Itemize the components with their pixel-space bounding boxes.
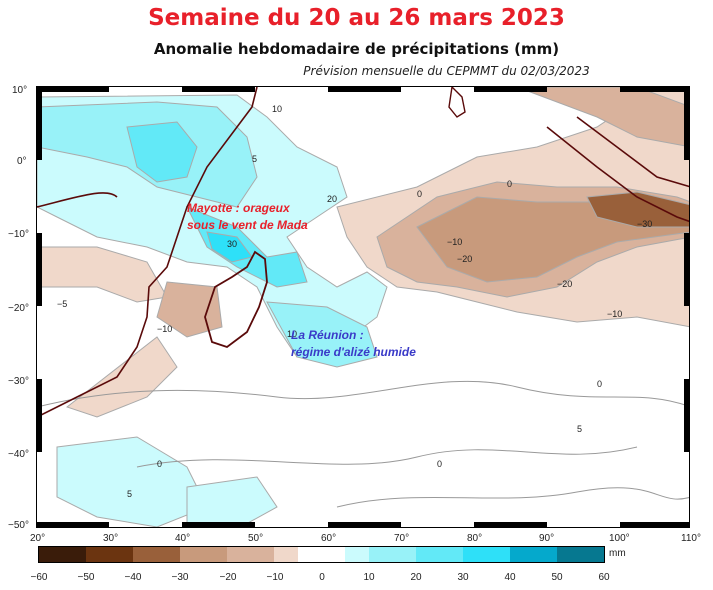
colorbar-swatch bbox=[509, 547, 557, 562]
lat-label-m40: −40° bbox=[8, 449, 29, 460]
colorbar-label: −10 bbox=[266, 572, 284, 583]
reunion-line-2: régime d'alizé humide bbox=[291, 345, 416, 359]
frame-segment bbox=[37, 233, 42, 306]
colorbar-swatch bbox=[180, 547, 228, 562]
svg-text:−30: −30 bbox=[637, 219, 652, 229]
colorbar-label: −60 bbox=[30, 572, 48, 583]
svg-text:−10: −10 bbox=[447, 237, 462, 247]
svg-text:10: 10 bbox=[272, 104, 282, 114]
chart-subtitle: Anomalie hebdomadaire de précipitations … bbox=[153, 40, 560, 58]
frame-segment bbox=[37, 87, 42, 160]
frame-segment bbox=[182, 522, 255, 527]
svg-text:0: 0 bbox=[437, 459, 442, 469]
colorbar-swatch bbox=[368, 547, 416, 562]
colorbar-label: −20 bbox=[219, 572, 237, 583]
lon-label-50: 50° bbox=[248, 533, 264, 544]
colorbar-swatch bbox=[415, 547, 463, 562]
lon-label-80: 80° bbox=[467, 533, 483, 544]
svg-text:20: 20 bbox=[327, 194, 337, 204]
lat-label-m50: −50° bbox=[8, 520, 29, 531]
svg-text:0: 0 bbox=[157, 459, 162, 469]
frame-segment bbox=[684, 379, 689, 452]
svg-text:5: 5 bbox=[127, 489, 132, 499]
svg-text:30: 30 bbox=[227, 239, 237, 249]
colorbar-swatch bbox=[274, 547, 298, 562]
lat-label-m10: −10° bbox=[8, 229, 29, 240]
lat-label-0: 0° bbox=[17, 156, 27, 167]
lon-label-90: 90° bbox=[539, 533, 555, 544]
svg-text:−20: −20 bbox=[457, 254, 472, 264]
lon-label-100: 100° bbox=[609, 533, 630, 544]
frame-segment bbox=[328, 87, 401, 92]
frame-segment bbox=[620, 522, 689, 527]
lat-label-10: 10° bbox=[12, 85, 28, 96]
svg-text:−20: −20 bbox=[557, 279, 572, 289]
svg-text:0: 0 bbox=[417, 189, 422, 199]
lon-label-110: 110° bbox=[681, 533, 701, 544]
lon-label-30: 30° bbox=[103, 533, 119, 544]
colorbar-swatch bbox=[556, 547, 604, 562]
lat-label-m30: −30° bbox=[8, 376, 29, 387]
colorbar-swatch bbox=[133, 547, 181, 562]
frame-segment bbox=[328, 522, 401, 527]
reunion-annotation: La Réunion : régime d'alizé humide bbox=[291, 327, 416, 361]
colorbar-swatch bbox=[227, 547, 275, 562]
mayotte-annotation: Mayotte : orageux sous le vent de Mada bbox=[187, 200, 308, 234]
frame-segment bbox=[684, 233, 689, 306]
svg-text:0: 0 bbox=[597, 379, 602, 389]
colorbar-unit: mm bbox=[609, 548, 626, 559]
lon-label-20: 20° bbox=[30, 533, 46, 544]
lon-label-60: 60° bbox=[321, 533, 337, 544]
page-title: Semaine du 20 au 26 mars 2023 bbox=[148, 5, 565, 31]
svg-text:5: 5 bbox=[252, 154, 257, 164]
colorbar-label: 60 bbox=[598, 572, 610, 583]
forecast-source: Prévision mensuelle du CEPMMT du 02/03/2… bbox=[303, 64, 590, 78]
svg-text:10: 10 bbox=[287, 329, 297, 339]
frame-segment bbox=[37, 379, 42, 452]
colorbar bbox=[38, 546, 605, 563]
frame-segment bbox=[37, 87, 109, 92]
colorbar-label: −30 bbox=[171, 572, 189, 583]
lat-label-m20: −20° bbox=[8, 303, 29, 314]
frame-segment bbox=[182, 87, 255, 92]
mayotte-line-2: sous le vent de Mada bbox=[187, 218, 308, 232]
svg-text:0: 0 bbox=[507, 179, 512, 189]
svg-text:−10: −10 bbox=[157, 324, 172, 334]
colorbar-swatch bbox=[297, 547, 346, 562]
colorbar-swatch bbox=[345, 547, 369, 562]
colorbar-label: −50 bbox=[77, 572, 95, 583]
colorbar-label: 0 bbox=[319, 572, 325, 583]
colorbar-label: −40 bbox=[124, 572, 142, 583]
lon-label-70: 70° bbox=[394, 533, 410, 544]
colorbar-swatch bbox=[462, 547, 510, 562]
colorbar-label: 30 bbox=[457, 572, 469, 583]
frame-segment bbox=[684, 87, 689, 160]
mayotte-line-1: Mayotte : orageux bbox=[187, 201, 290, 215]
svg-text:−5: −5 bbox=[57, 299, 67, 309]
frame-segment bbox=[620, 87, 689, 92]
lon-label-40: 40° bbox=[175, 533, 191, 544]
svg-text:5: 5 bbox=[577, 424, 582, 434]
colorbar-swatch bbox=[39, 547, 87, 562]
frame-segment bbox=[37, 522, 109, 527]
frame-segment bbox=[474, 87, 547, 92]
colorbar-label: 10 bbox=[363, 572, 375, 583]
frame-segment bbox=[474, 522, 547, 527]
colorbar-label: 50 bbox=[551, 572, 563, 583]
colorbar-swatch bbox=[86, 547, 134, 562]
colorbar-label: 40 bbox=[504, 572, 516, 583]
reunion-line-1: La Réunion : bbox=[291, 328, 364, 342]
colorbar-label: 20 bbox=[410, 572, 422, 583]
svg-text:−10: −10 bbox=[607, 309, 622, 319]
